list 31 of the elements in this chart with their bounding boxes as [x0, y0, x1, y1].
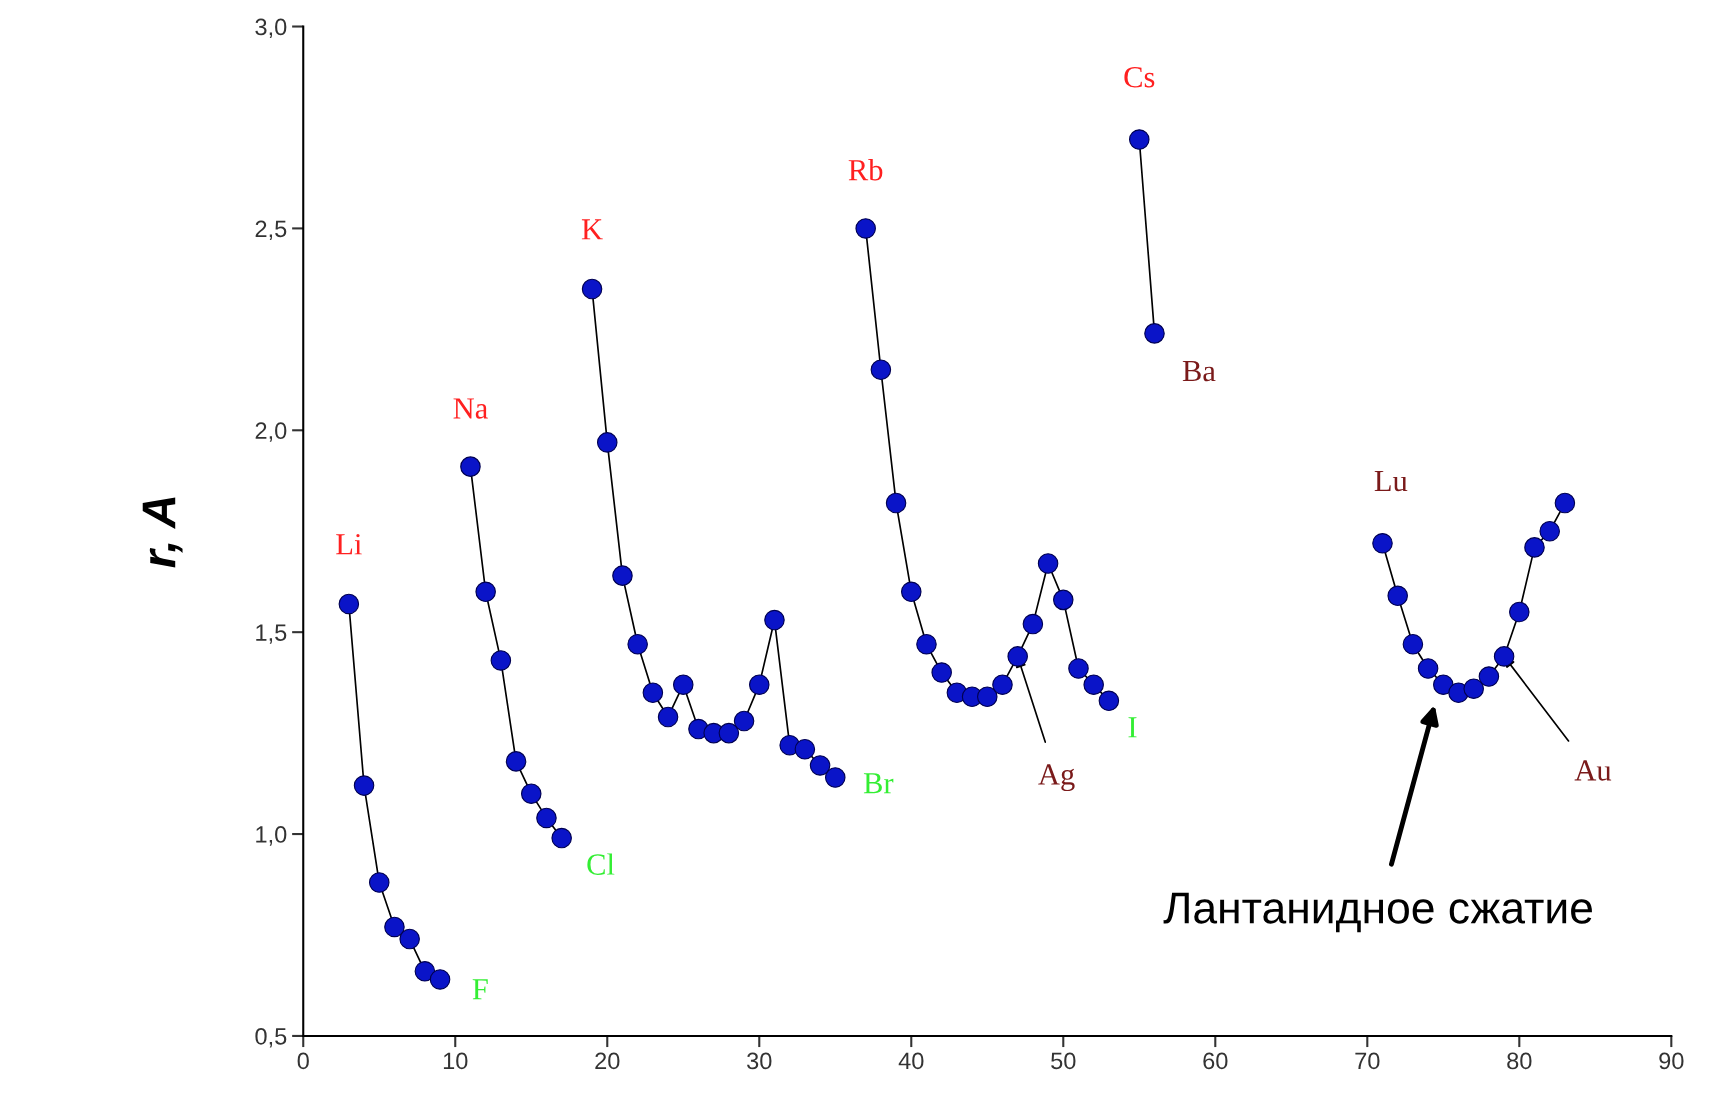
- annotation: Br: [863, 773, 894, 794]
- annotation: Lu: [1374, 470, 1408, 492]
- y-tick-label: 1,5: [256, 624, 287, 644]
- annotation: Rb: [848, 158, 883, 181]
- annotation: F: [472, 979, 488, 1000]
- x-tick-label: 30: [747, 1052, 772, 1070]
- x-tick-label: 90: [1659, 1052, 1684, 1070]
- annotation: Au: [1574, 760, 1612, 781]
- x-tick-label: 50: [1051, 1052, 1076, 1070]
- y-tick-label: 0,5: [255, 1028, 287, 1048]
- annotation: Ag: [1038, 764, 1075, 792]
- annotation: Cl: [587, 853, 615, 875]
- x-tick-label: 80: [1507, 1052, 1532, 1070]
- y-tick-label: 2,5: [255, 220, 287, 240]
- x-tick-label: 60: [1203, 1052, 1228, 1070]
- x-tick-label: 40: [898, 1052, 924, 1070]
- annotation: Li: [336, 534, 362, 555]
- x-tick-label: 70: [1355, 1052, 1380, 1070]
- y-tick-label: 1,0: [256, 826, 287, 846]
- y-tick-label: 3,0: [255, 18, 287, 39]
- annotation: Ba: [1182, 361, 1216, 382]
- annotation: Лантанидное сжатие: [1163, 892, 1592, 933]
- x-tick-label: 10: [443, 1052, 468, 1070]
- y-tick-label: 2,0: [255, 422, 287, 442]
- x-tick-label: 20: [595, 1052, 620, 1070]
- y-axis-title: r, A: [142, 497, 183, 568]
- annotation: Cs: [1124, 66, 1155, 88]
- annotation: Na: [453, 398, 488, 419]
- annotation: I: [1128, 717, 1137, 738]
- x-tick-label: 0: [297, 1052, 309, 1070]
- annotation: K: [581, 219, 603, 240]
